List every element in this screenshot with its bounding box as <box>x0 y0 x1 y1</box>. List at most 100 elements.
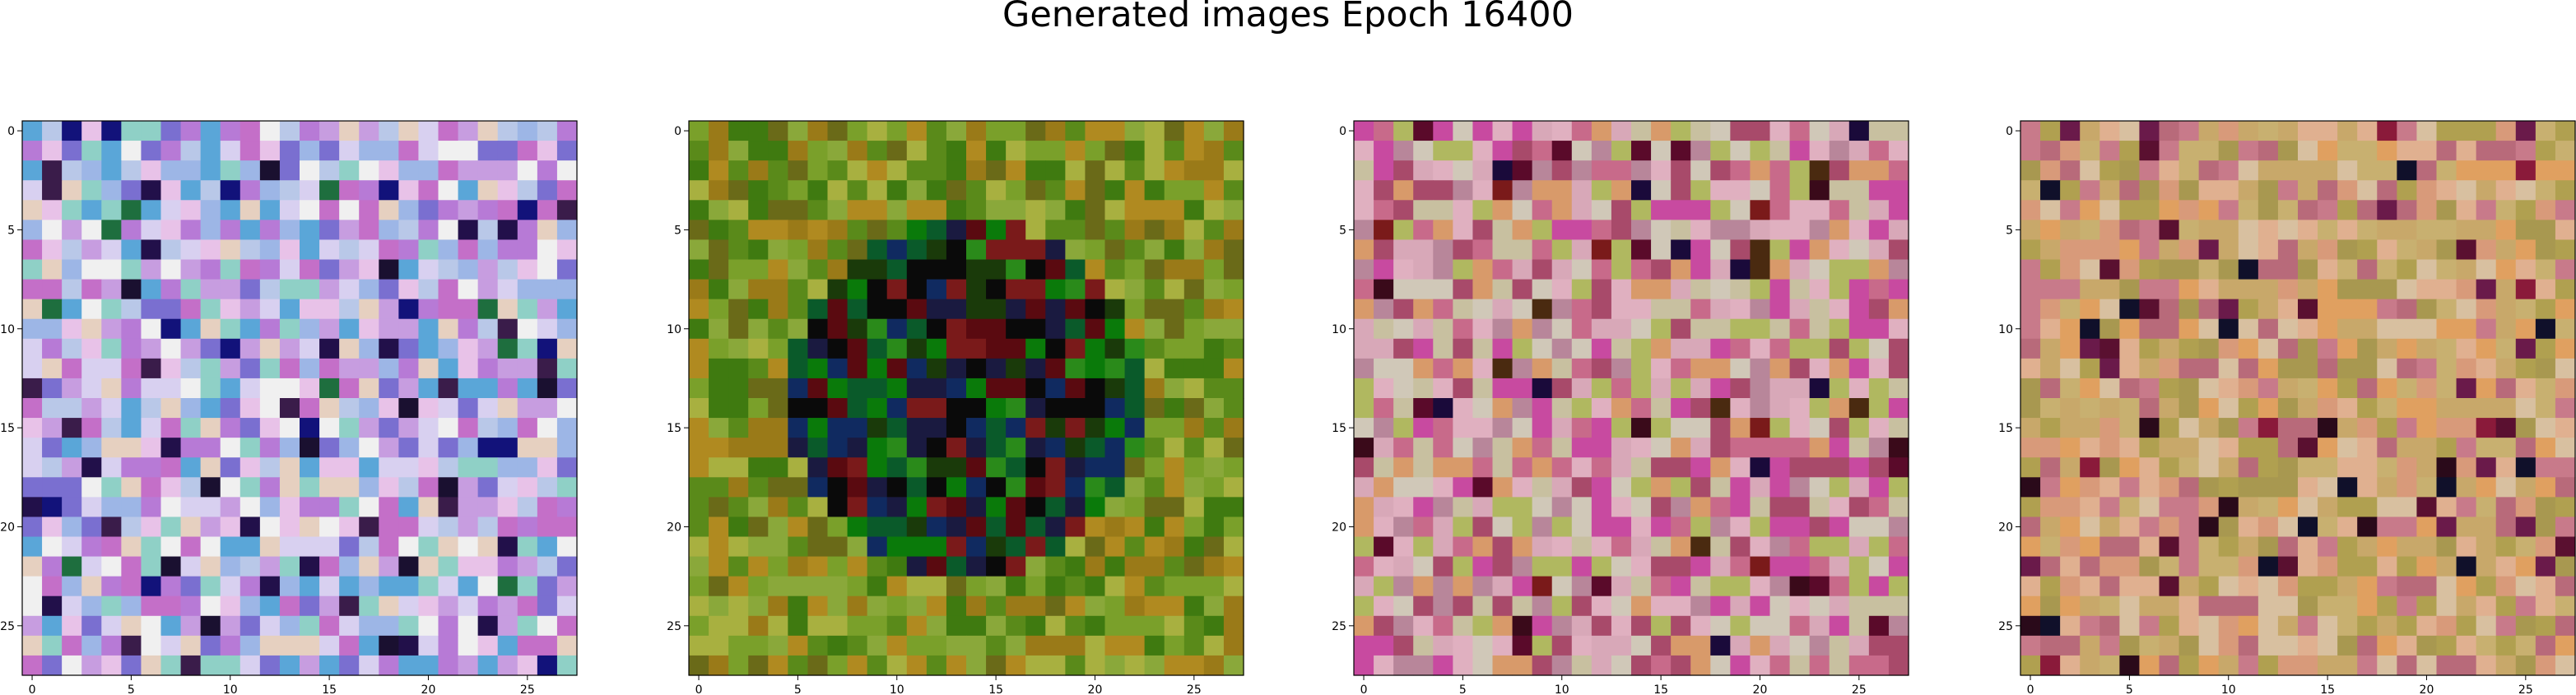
pixel-cell <box>1571 338 1593 359</box>
pixel-cell <box>1671 259 1691 280</box>
pixel-cell <box>1848 576 1870 597</box>
pixel-cell <box>2159 220 2180 241</box>
pixel-cell <box>926 239 947 261</box>
pixel-cell <box>1690 536 1711 558</box>
pixel-cell <box>1769 536 1791 558</box>
pixel-cell <box>1829 595 1850 617</box>
pixel-cell <box>42 121 63 141</box>
pixel-cell <box>2456 655 2477 676</box>
pixel-cell <box>2456 358 2477 379</box>
pixel-cell <box>1164 318 1185 340</box>
pixel-cell <box>458 635 479 656</box>
pixel-cell <box>438 220 459 241</box>
pixel-cell <box>2178 655 2200 676</box>
pixel-cell <box>2060 655 2081 676</box>
pixel-cell <box>2238 378 2259 399</box>
pixel-cell <box>1829 279 1850 300</box>
pixel-cell <box>689 220 709 241</box>
pixel-cell <box>2337 595 2358 617</box>
pixel-cell <box>1393 655 1414 676</box>
pixel-cell <box>220 438 241 458</box>
pixel-cell <box>2436 398 2457 419</box>
pixel-cell <box>477 497 499 518</box>
pixel-cell <box>2495 536 2517 558</box>
pixel-cell <box>2397 318 2418 340</box>
pixel-cell <box>2456 338 2477 359</box>
pixel-cell <box>886 200 908 220</box>
pixel-cell <box>1571 517 1593 538</box>
pixel-cell <box>418 477 439 498</box>
pixel-cell <box>2298 418 2318 438</box>
pixel-cell <box>2099 141 2120 161</box>
pixel-cell <box>827 200 849 220</box>
pixel-cell <box>22 220 43 241</box>
pixel-cell <box>81 141 102 161</box>
pixel-cell <box>906 259 928 280</box>
pixel-cell <box>2139 497 2160 518</box>
pixel-cell <box>1769 595 1791 617</box>
pixel-cell <box>239 556 261 577</box>
pixel-cell <box>2397 398 2418 419</box>
pixel-cell <box>1492 299 1514 320</box>
pixel-cell <box>1183 635 1205 656</box>
pixel-cell <box>1631 299 1652 320</box>
pixel-cell <box>1551 438 1573 458</box>
pixel-cell <box>200 635 221 656</box>
pixel-cell <box>2277 477 2299 498</box>
pixel-cell <box>2020 160 2041 181</box>
pixel-cell <box>2060 338 2081 359</box>
pixel-cell <box>477 635 499 656</box>
pixel-cell <box>906 576 928 597</box>
pixel-cell <box>239 200 261 220</box>
pixel-cell <box>1393 378 1414 399</box>
pixel-cell <box>200 338 221 359</box>
pixel-cell <box>1124 576 1146 597</box>
pixel-cell <box>827 418 849 438</box>
pixel-cell <box>1651 299 1672 320</box>
pixel-cell <box>788 299 809 320</box>
pixel-cell <box>220 595 241 617</box>
pixel-cell <box>1730 239 1751 261</box>
pixel-cell <box>1671 239 1691 261</box>
pixel-cell <box>1809 576 1830 597</box>
pixel-cell <box>556 497 578 518</box>
pixel-cell <box>2040 477 2061 498</box>
pixel-cell <box>1354 259 1374 280</box>
pixel-cell <box>2119 220 2141 241</box>
pixel-cell <box>1203 477 1225 498</box>
pixel-cell <box>1006 318 1026 340</box>
pixel-cell <box>2020 635 2041 656</box>
pixel-cell <box>2436 279 2457 300</box>
pixel-cell <box>886 655 908 676</box>
pixel-cell <box>1354 595 1374 617</box>
pixel-cell <box>728 141 749 161</box>
pixel-cell <box>2119 438 2141 458</box>
pixel-cell <box>458 318 479 340</box>
pixel-cell <box>1433 477 1453 498</box>
pixel-cell <box>517 338 538 359</box>
pixel-cell <box>1512 556 1533 577</box>
pixel-cell <box>537 239 558 261</box>
pixel-cell <box>1025 239 1046 261</box>
pixel-cell <box>2257 517 2279 538</box>
pixel-cell <box>1532 635 1553 656</box>
pixel-cell <box>946 121 967 141</box>
pixel-cell <box>847 576 868 597</box>
pixel-cell <box>728 378 749 399</box>
pixel-cell <box>2476 418 2497 438</box>
pixel-cell <box>946 635 967 656</box>
pixel-cell <box>2218 497 2239 518</box>
pixel-cell <box>1671 477 1691 498</box>
pixel-cell <box>2178 121 2200 141</box>
pixel-cell <box>926 378 947 399</box>
pixel-cell <box>101 536 122 558</box>
pixel-cell <box>1868 517 1890 538</box>
pixel-cell <box>2119 418 2141 438</box>
pixel-cell <box>1393 438 1414 458</box>
pixel-cell <box>359 239 379 261</box>
pixel-cell <box>2020 200 2041 220</box>
pixel-cell <box>1164 517 1185 538</box>
pixel-cell <box>2139 655 2160 676</box>
pixel-cell <box>339 556 360 577</box>
